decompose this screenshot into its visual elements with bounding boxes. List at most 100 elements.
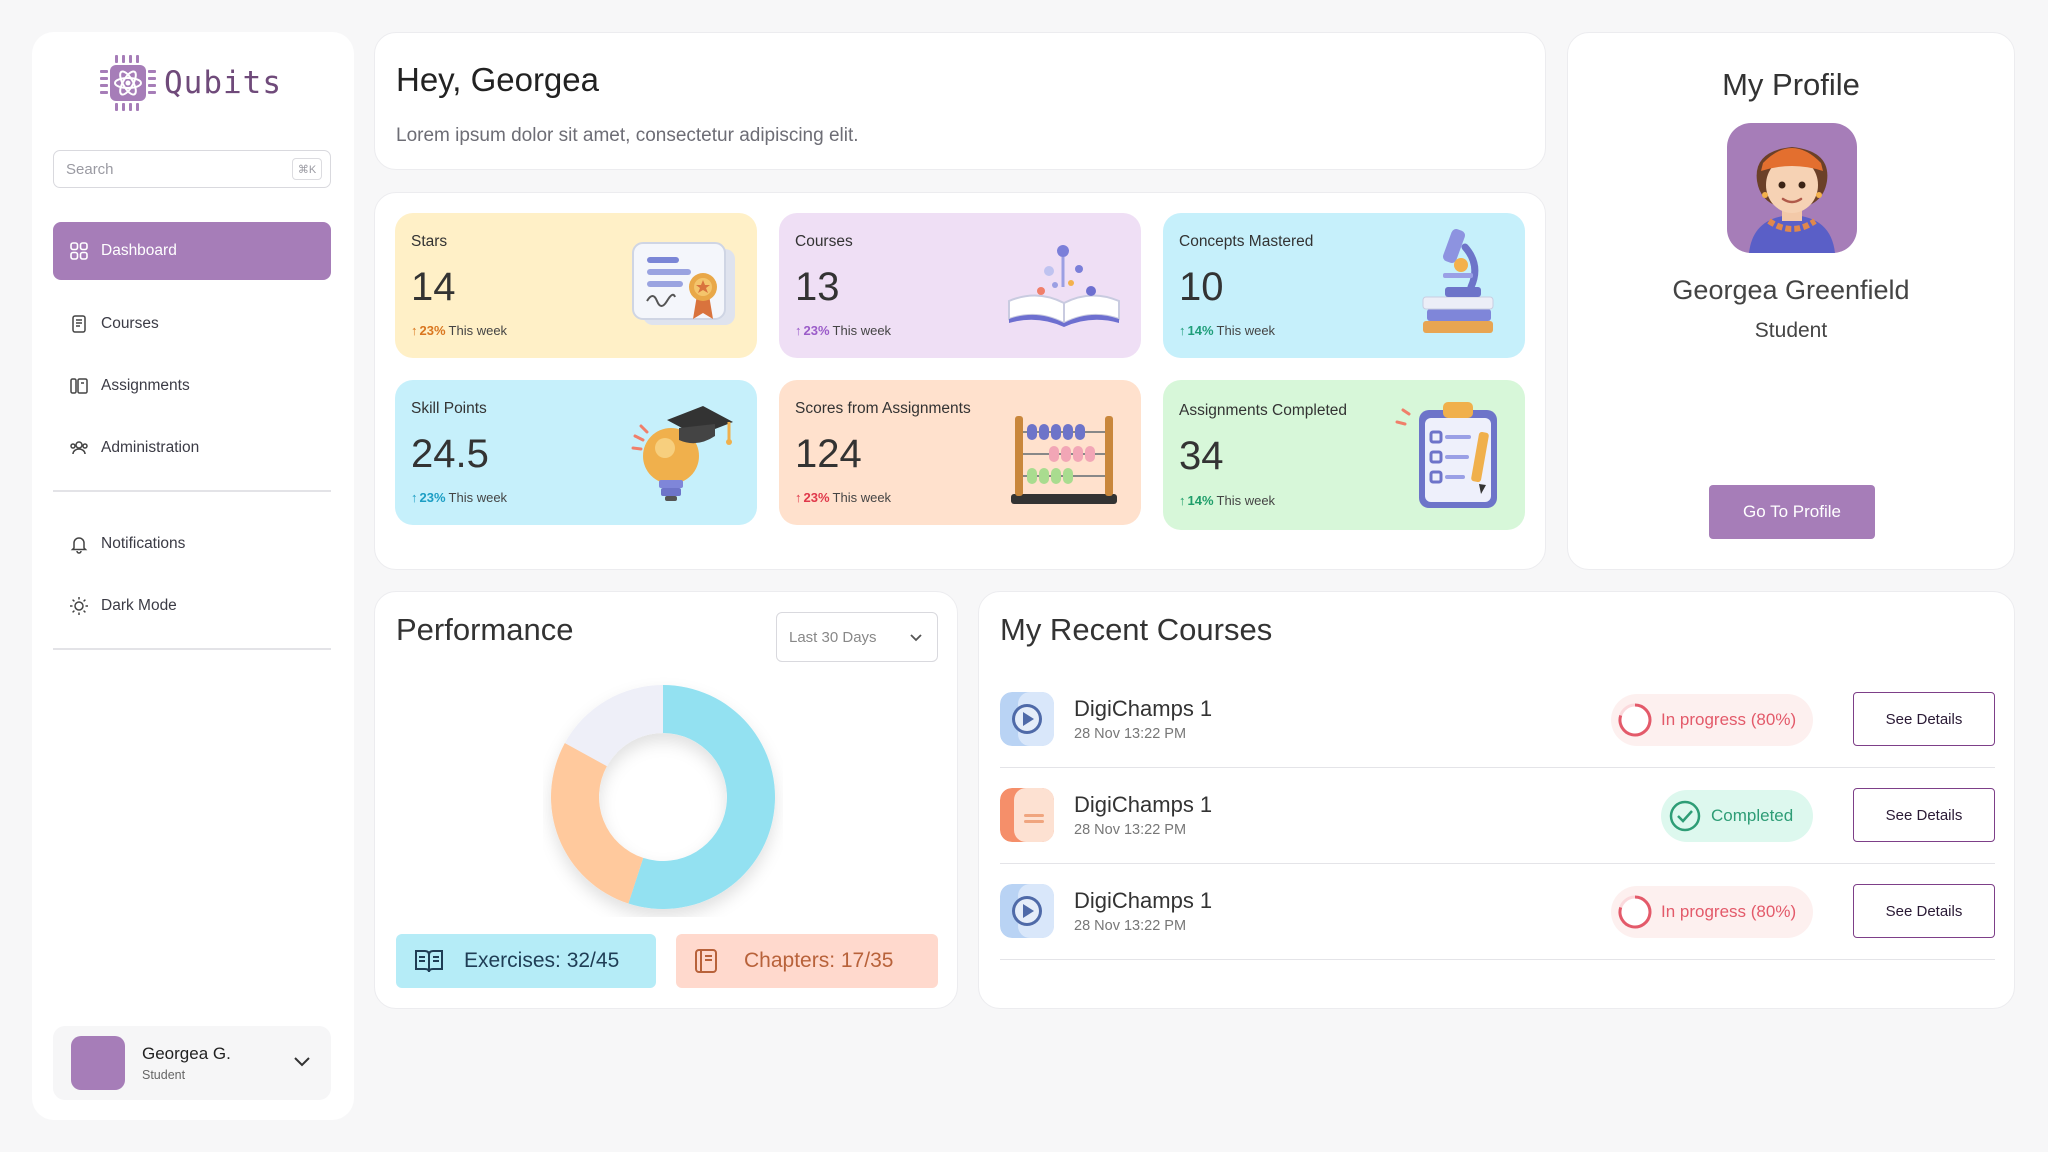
- document-icon: [1000, 788, 1054, 842]
- date-range-value: Last 30 Days: [789, 628, 877, 646]
- chevron-down-icon[interactable]: [293, 1054, 311, 1072]
- see-details-button[interactable]: See Details: [1853, 692, 1995, 746]
- donut-segment-chapters: [551, 743, 644, 904]
- go-to-profile-button[interactable]: Go To Profile: [1709, 485, 1875, 539]
- chevron-down-icon: [909, 630, 923, 647]
- course-name: DigiChamps 1: [1074, 792, 1213, 817]
- clipboard-checklist-icon: [1389, 392, 1507, 512]
- stat-trend: ↑ 23% This week: [795, 323, 891, 338]
- performance-donut-chart: [551, 685, 775, 909]
- greeting-card: Hey, Georgea Lorem ipsum dolor sit amet,…: [374, 32, 1546, 170]
- stat-period: This week: [832, 490, 892, 505]
- course-name: DigiChamps 1: [1074, 696, 1213, 721]
- user-menu[interactable]: Georgea G. Student: [53, 1026, 331, 1100]
- arrow-up-icon: ↑: [795, 490, 802, 505]
- exercises-stat: Exercises: 32/45: [396, 934, 656, 988]
- stat-label: Courses: [795, 233, 853, 250]
- sidebar-item-notifications[interactable]: Notifications: [53, 515, 331, 573]
- stat-card-concepts-mastered[interactable]: Concepts Mastered 10 ↑ 14% This week: [1163, 213, 1525, 358]
- stat-trend: ↑ 23% This week: [411, 490, 507, 505]
- profile-card: My Profile Georgea Greenfield Student Go…: [1567, 32, 2015, 570]
- course-date: 28 Nov 13:22 PM: [1074, 918, 1187, 934]
- stat-period: This week: [448, 490, 508, 505]
- stat-value: 124: [795, 432, 862, 476]
- progress-ring-icon: [1618, 895, 1652, 929]
- dashboard-grid-icon: [69, 241, 89, 261]
- assignments-icon: [69, 376, 89, 396]
- progress-ring-icon: [1618, 703, 1652, 737]
- profile-role: Student: [1754, 319, 1828, 342]
- stats-panel: Stars 14 ↑ 23% This week Courses 13: [374, 192, 1546, 570]
- chip-atom-icon: [98, 52, 158, 114]
- abacus-icon: [1005, 392, 1123, 512]
- sidebar-item-label: Courses: [101, 315, 159, 332]
- brand-logo[interactable]: Qubits: [98, 52, 282, 114]
- open-book-icon: [1005, 225, 1123, 345]
- sidebar-item-label: Dark Mode: [101, 597, 177, 614]
- see-details-button[interactable]: See Details: [1853, 788, 1995, 842]
- avatar: [71, 1036, 125, 1090]
- stat-period: This week: [1216, 323, 1276, 338]
- lightbulb-graduation-icon: [621, 392, 739, 512]
- sidebar-item-dashboard[interactable]: Dashboard: [53, 222, 331, 280]
- sidebar-item-label: Administration: [101, 439, 200, 456]
- status-text: Completed: [1711, 806, 1794, 825]
- chapters-label: Chapters: 17/35: [744, 949, 894, 972]
- arrow-up-icon: ↑: [411, 490, 418, 505]
- user-name: Georgea G.: [142, 1044, 231, 1063]
- stat-change: 23%: [419, 323, 446, 338]
- date-range-select[interactable]: Last 30 Days: [776, 612, 938, 662]
- stat-label: Stars: [411, 233, 448, 250]
- list-item[interactable]: DigiChamps 1 28 Nov 13:22 PM In progress…: [1000, 864, 1995, 960]
- stat-card-courses[interactable]: Courses 13 ↑ 23% This week: [779, 213, 1141, 358]
- stat-label: Scores from Assignments: [795, 400, 971, 417]
- open-book-icon: [414, 946, 444, 976]
- sidebar-item-label: Assignments: [101, 377, 190, 394]
- avatar: [1727, 123, 1857, 253]
- stat-label: Skill Points: [411, 400, 487, 417]
- performance-title: Performance: [396, 612, 574, 647]
- list-item[interactable]: DigiChamps 1 28 Nov 13:22 PM Completed S…: [1000, 768, 1995, 864]
- donut-segment-remaining: [564, 685, 663, 767]
- microscope-icon: [1389, 225, 1507, 345]
- stat-card-skill-points[interactable]: Skill Points 24.5 ↑ 23% This week: [395, 380, 757, 525]
- stat-trend: ↑ 23% This week: [795, 490, 891, 505]
- certificate-icon: [621, 225, 739, 345]
- dark-mode-toggle[interactable]: Dark Mode: [53, 577, 331, 635]
- brand-name: Qubits: [164, 65, 282, 101]
- stat-value: 13: [795, 265, 840, 309]
- sidebar-divider: [53, 490, 331, 492]
- stat-value: 14: [411, 265, 456, 309]
- sidebar: Qubits Search ⌘K Dashboard Courses Assig…: [32, 32, 354, 1120]
- status-badge: In progress (80%): [1611, 886, 1813, 938]
- bell-icon: [69, 534, 89, 554]
- page-title: Hey, Georgea: [396, 61, 599, 98]
- profile-title: My Profile: [1722, 67, 1860, 102]
- course-date: 28 Nov 13:22 PM: [1074, 822, 1187, 838]
- search-shortcut: ⌘K: [292, 158, 322, 180]
- search-input[interactable]: Search ⌘K: [53, 150, 331, 188]
- status-text: In progress (80%): [1661, 710, 1797, 729]
- video-play-icon: [1000, 692, 1054, 746]
- administration-users-icon: [69, 438, 89, 458]
- stat-change: 23%: [803, 323, 830, 338]
- sidebar-item-courses[interactable]: Courses: [53, 295, 331, 353]
- stat-card-stars[interactable]: Stars 14 ↑ 23% This week: [395, 213, 757, 358]
- stat-trend: ↑ 14% This week: [1179, 493, 1275, 508]
- list-item[interactable]: DigiChamps 1 28 Nov 13:22 PM In progress…: [1000, 672, 1995, 768]
- user-role: Student: [142, 1068, 186, 1082]
- status-badge: Completed: [1661, 790, 1813, 842]
- stat-value: 24.5: [411, 432, 489, 476]
- course-date: 28 Nov 13:22 PM: [1074, 726, 1187, 742]
- sidebar-item-assignments[interactable]: Assignments: [53, 357, 331, 415]
- arrow-up-icon: ↑: [1179, 323, 1186, 338]
- stat-label: Concepts Mastered: [1179, 233, 1314, 250]
- arrow-up-icon: ↑: [1179, 493, 1186, 508]
- see-details-button[interactable]: See Details: [1853, 884, 1995, 938]
- stat-card-assignments-completed[interactable]: Assignments Completed 34 ↑ 14% This week: [1163, 380, 1525, 530]
- course-name: DigiChamps 1: [1074, 888, 1213, 913]
- stat-card-scores[interactable]: Scores from Assignments 124 ↑ 23% This w…: [779, 380, 1141, 525]
- stat-period: This week: [448, 323, 508, 338]
- sidebar-item-administration[interactable]: Administration: [53, 419, 331, 477]
- sidebar-item-label: Notifications: [101, 535, 186, 552]
